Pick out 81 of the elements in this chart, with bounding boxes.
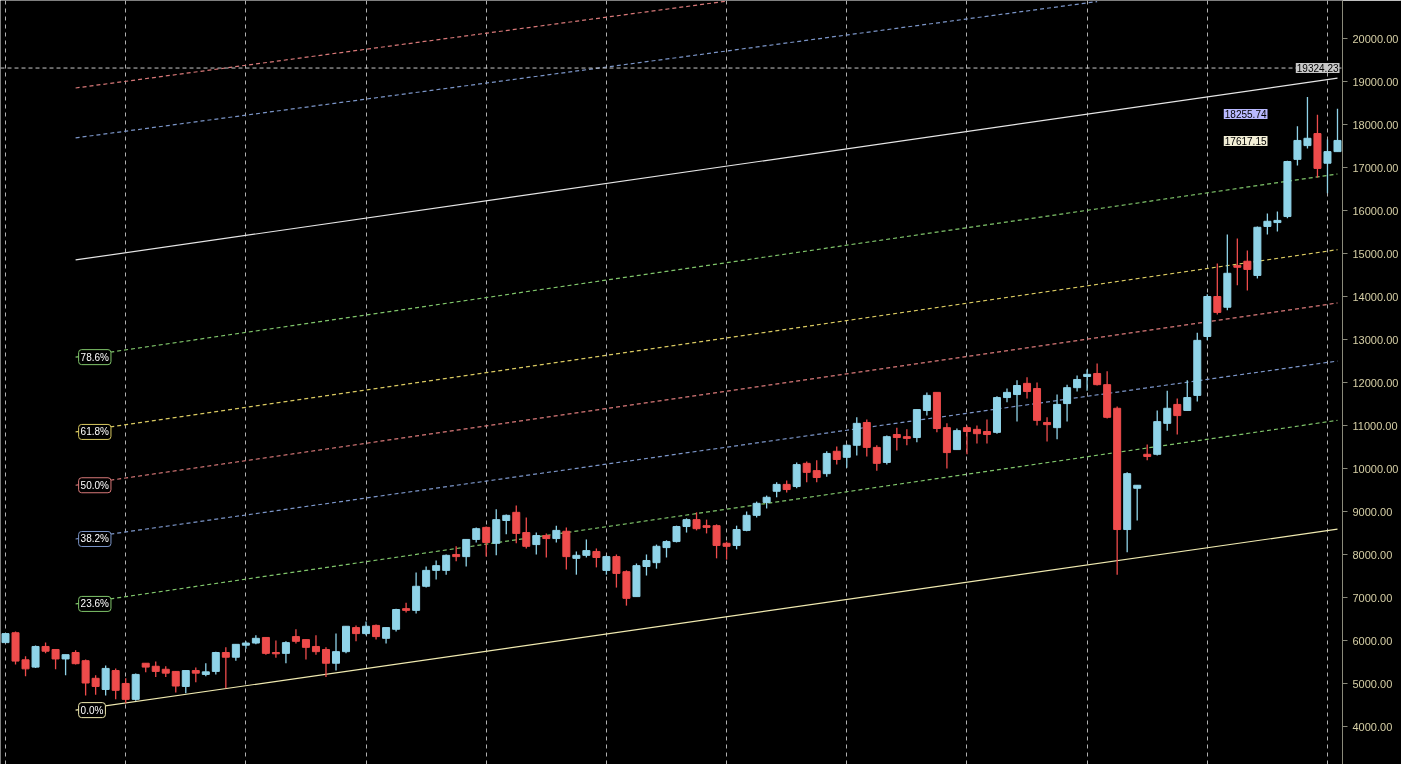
candlestick <box>502 513 511 535</box>
candlestick <box>1183 379 1192 412</box>
candlestick <box>1213 262 1222 316</box>
candlestick <box>892 426 901 452</box>
candlestick <box>532 531 541 556</box>
candlestick <box>301 638 310 661</box>
y-tick-label: 17000.00 <box>1352 161 1399 174</box>
y-tick-label: 8000.00 <box>1352 548 1393 561</box>
series-label: 61.8% <box>80 426 110 438</box>
candlestick <box>602 554 611 576</box>
candlestick <box>181 669 190 694</box>
candlestick <box>422 565 431 589</box>
candlestick <box>482 525 491 558</box>
candlestick <box>101 664 110 697</box>
candlestick <box>812 459 821 483</box>
candlestick <box>872 444 881 472</box>
candlestick <box>522 516 531 550</box>
candlestick <box>1173 397 1182 436</box>
candlestick <box>281 640 290 664</box>
candlestick <box>802 460 811 483</box>
y-tick-label: 15000.00 <box>1352 247 1399 260</box>
y-tick-label: 5000.00 <box>1352 677 1393 690</box>
candlestick <box>512 504 521 544</box>
candlestick <box>962 424 971 455</box>
y-tick-label: 14000.00 <box>1352 290 1399 303</box>
candlestick <box>111 667 120 701</box>
candlestick <box>902 428 911 446</box>
y-tick-label: 9000.00 <box>1352 505 1393 518</box>
candlestick <box>982 418 991 445</box>
candlestick <box>271 639 280 659</box>
candlestick <box>432 559 441 581</box>
y-tick-label: 12000.00 <box>1352 376 1399 389</box>
candlestick <box>852 416 861 457</box>
candlestick <box>492 508 501 556</box>
candlestick <box>832 445 841 466</box>
candlestick <box>1163 390 1172 432</box>
y-tick-label: 13000.00 <box>1352 333 1399 346</box>
series-label: 78.6% <box>80 351 110 363</box>
series-label: 38.2% <box>80 533 110 545</box>
candlestick <box>972 424 981 445</box>
candlestick <box>221 646 230 689</box>
candlestick <box>61 654 70 676</box>
y-tick-label: 20000.00 <box>1352 32 1399 45</box>
y-tick-label: 18000.00 <box>1352 118 1399 131</box>
candlestick <box>1243 249 1252 292</box>
candlestick <box>1023 376 1032 400</box>
candlestick <box>792 461 801 489</box>
series-label: 50.0% <box>80 479 110 491</box>
y-tick-label: 4000.00 <box>1352 720 1393 733</box>
ref-line-label: 19324.23 <box>1296 63 1339 75</box>
candlestick <box>462 538 471 568</box>
y-tick-label: 19000.00 <box>1352 75 1399 88</box>
candlestick <box>1093 362 1102 387</box>
y-tick-label: 16000.00 <box>1352 204 1399 217</box>
candlestick <box>1053 393 1062 440</box>
candlestick <box>1043 416 1052 443</box>
candlestick <box>1013 379 1022 423</box>
candlestick <box>442 553 451 576</box>
y-tick-label: 11000.00 <box>1352 419 1398 432</box>
candlestick <box>331 632 341 672</box>
series-label: 0.0% <box>80 704 104 716</box>
candlestick <box>1083 368 1092 392</box>
candlestick <box>321 646 330 678</box>
candlestick <box>1133 484 1142 522</box>
series-label: 23.6% <box>80 598 110 610</box>
annotation: 17617.15 <box>1224 136 1267 148</box>
candlestick <box>1233 237 1242 286</box>
candlestick <box>922 391 931 417</box>
candlestick <box>952 427 961 451</box>
candlestick <box>592 547 601 569</box>
y-tick-label: 6000.00 <box>1352 634 1393 647</box>
candlestick <box>542 532 551 559</box>
y-tick-label: 10000.00 <box>1352 462 1399 475</box>
candlestick <box>402 601 411 614</box>
candlestick <box>842 443 851 469</box>
candlestick <box>311 634 320 656</box>
candlestick <box>1063 384 1072 423</box>
candlestick <box>121 677 130 704</box>
y-tick-label: 7000.00 <box>1352 591 1393 604</box>
candlestick <box>822 450 831 478</box>
annotation: 18255.74 <box>1224 109 1267 121</box>
